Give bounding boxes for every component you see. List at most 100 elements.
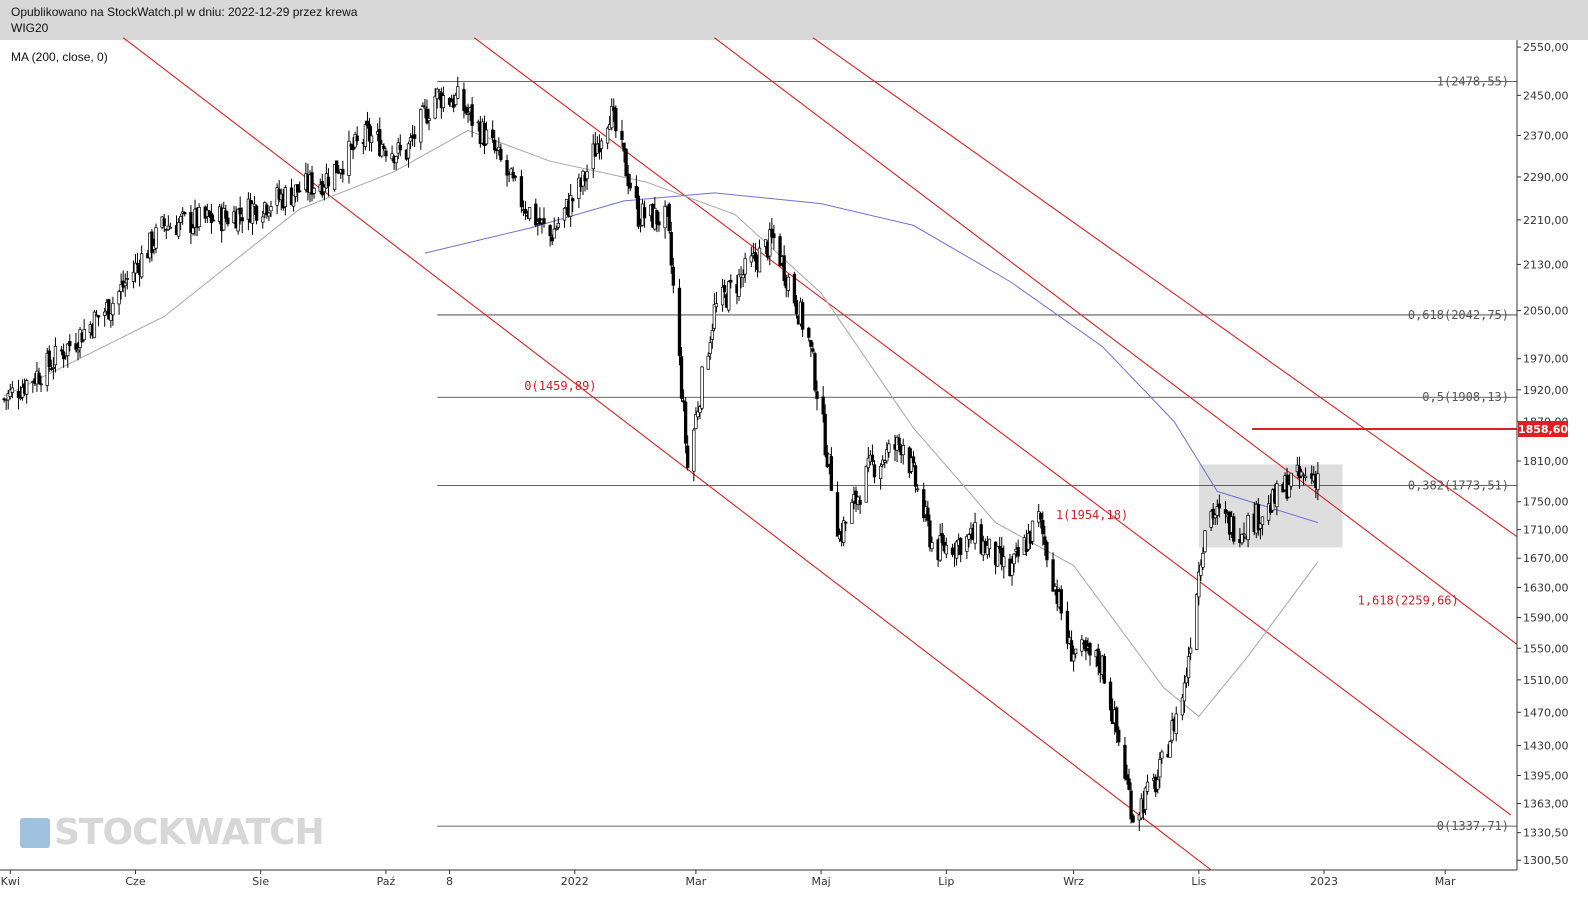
time-tick-label: Sie xyxy=(252,875,269,888)
candle-body xyxy=(1115,707,1119,733)
candle-body xyxy=(240,217,244,222)
candle-body xyxy=(265,204,269,216)
candle-body xyxy=(406,143,411,159)
price-tick-label: 1710,00 xyxy=(1523,524,1569,537)
candle-body xyxy=(476,121,480,124)
candle-body xyxy=(928,520,932,548)
candle-body xyxy=(107,299,111,320)
chart-header: Opublikowano na StockWatch.pl w dniu: 20… xyxy=(0,0,1588,40)
candle-body xyxy=(1232,516,1236,542)
candle-body xyxy=(850,502,854,524)
candle-body xyxy=(378,129,382,156)
candle-body xyxy=(712,304,717,329)
candle-body xyxy=(298,190,302,193)
candle-body xyxy=(663,205,667,229)
price-tick-label: 1920,00 xyxy=(1523,384,1569,397)
candle-body xyxy=(380,143,384,157)
candle-body xyxy=(176,222,181,237)
candle-body xyxy=(1125,774,1129,781)
candle-body xyxy=(363,124,368,147)
candle-body xyxy=(59,349,64,352)
candle-body xyxy=(45,352,49,386)
candle-body xyxy=(965,536,969,552)
candle-body xyxy=(527,207,532,219)
channel-annotation: 1(1954,18) xyxy=(1056,508,1128,522)
candle-body xyxy=(973,522,977,544)
candle-body xyxy=(82,329,86,341)
candle-body xyxy=(283,187,287,207)
candle-body xyxy=(499,148,503,161)
candle-body xyxy=(577,177,581,199)
candle-body xyxy=(967,534,971,540)
candle-body xyxy=(139,253,144,278)
candle-body xyxy=(296,184,300,193)
candle-body xyxy=(710,330,714,340)
candle-body xyxy=(548,225,552,237)
candle-body xyxy=(369,135,374,143)
fib-level-label: 0(1337,71) xyxy=(1437,819,1509,833)
candle-body xyxy=(209,212,214,223)
candle-body xyxy=(686,445,690,469)
fib-level-label: 0,618(2042,75) xyxy=(1408,308,1509,322)
candle-body xyxy=(413,134,417,139)
fib-level-label: 0,5(1908,13) xyxy=(1422,390,1509,404)
trend-channel-line xyxy=(812,37,1518,538)
candle-body xyxy=(1211,508,1215,519)
candle-body xyxy=(341,168,345,175)
candle-body xyxy=(427,118,431,121)
candle-body xyxy=(807,327,811,338)
candle-body xyxy=(226,217,230,225)
candle-body xyxy=(382,145,386,149)
candle-body xyxy=(1256,504,1261,531)
candle-body xyxy=(25,380,29,395)
candle-body xyxy=(1186,656,1191,679)
candle-body xyxy=(1299,471,1304,477)
candle-body xyxy=(938,535,942,561)
channel-annotation: 0(1459,89) xyxy=(524,379,596,393)
candle-body xyxy=(1195,594,1199,650)
candle-body xyxy=(800,302,805,330)
candle-body xyxy=(743,258,747,275)
price-tick-label: 1590,00 xyxy=(1523,612,1569,625)
candle-body xyxy=(254,205,259,221)
candle-body xyxy=(1242,533,1246,536)
candle-body xyxy=(614,107,618,132)
time-tick-label: 8 xyxy=(446,875,453,888)
candle-body xyxy=(1030,520,1035,542)
candle-body xyxy=(1180,697,1185,716)
candle-body xyxy=(135,263,140,265)
candle-body xyxy=(605,127,610,144)
candle-body xyxy=(10,387,14,393)
stockwatch-logo-icon xyxy=(20,818,50,848)
candle-body xyxy=(872,464,877,478)
candle-body xyxy=(571,198,575,202)
candle-body xyxy=(456,86,460,99)
candle-body xyxy=(109,313,113,321)
candle-body xyxy=(622,142,626,152)
candle-body xyxy=(1039,513,1043,520)
candle-body xyxy=(1074,648,1078,655)
candle-body xyxy=(191,227,195,234)
candle-body xyxy=(310,172,314,195)
candle-body xyxy=(1080,639,1084,652)
candle-body xyxy=(620,130,624,141)
candle-body xyxy=(1158,759,1162,778)
candle-body xyxy=(125,278,129,280)
candle-body xyxy=(51,367,56,369)
candle-body xyxy=(753,252,758,262)
candle-body xyxy=(1287,484,1291,498)
time-tick-label: Mar xyxy=(1435,875,1456,888)
candle-body xyxy=(454,94,458,106)
time-tick-label: 2023 xyxy=(1310,875,1338,888)
candle-body xyxy=(224,210,228,219)
candle-body xyxy=(870,454,875,462)
candle-body xyxy=(706,355,710,370)
candle-body xyxy=(484,129,489,145)
candle-body xyxy=(813,353,817,391)
candle-body xyxy=(16,390,21,398)
candle-body xyxy=(291,194,296,207)
candle-body xyxy=(671,266,675,286)
candle-body xyxy=(394,156,398,164)
trend-channel-line xyxy=(714,37,1518,645)
